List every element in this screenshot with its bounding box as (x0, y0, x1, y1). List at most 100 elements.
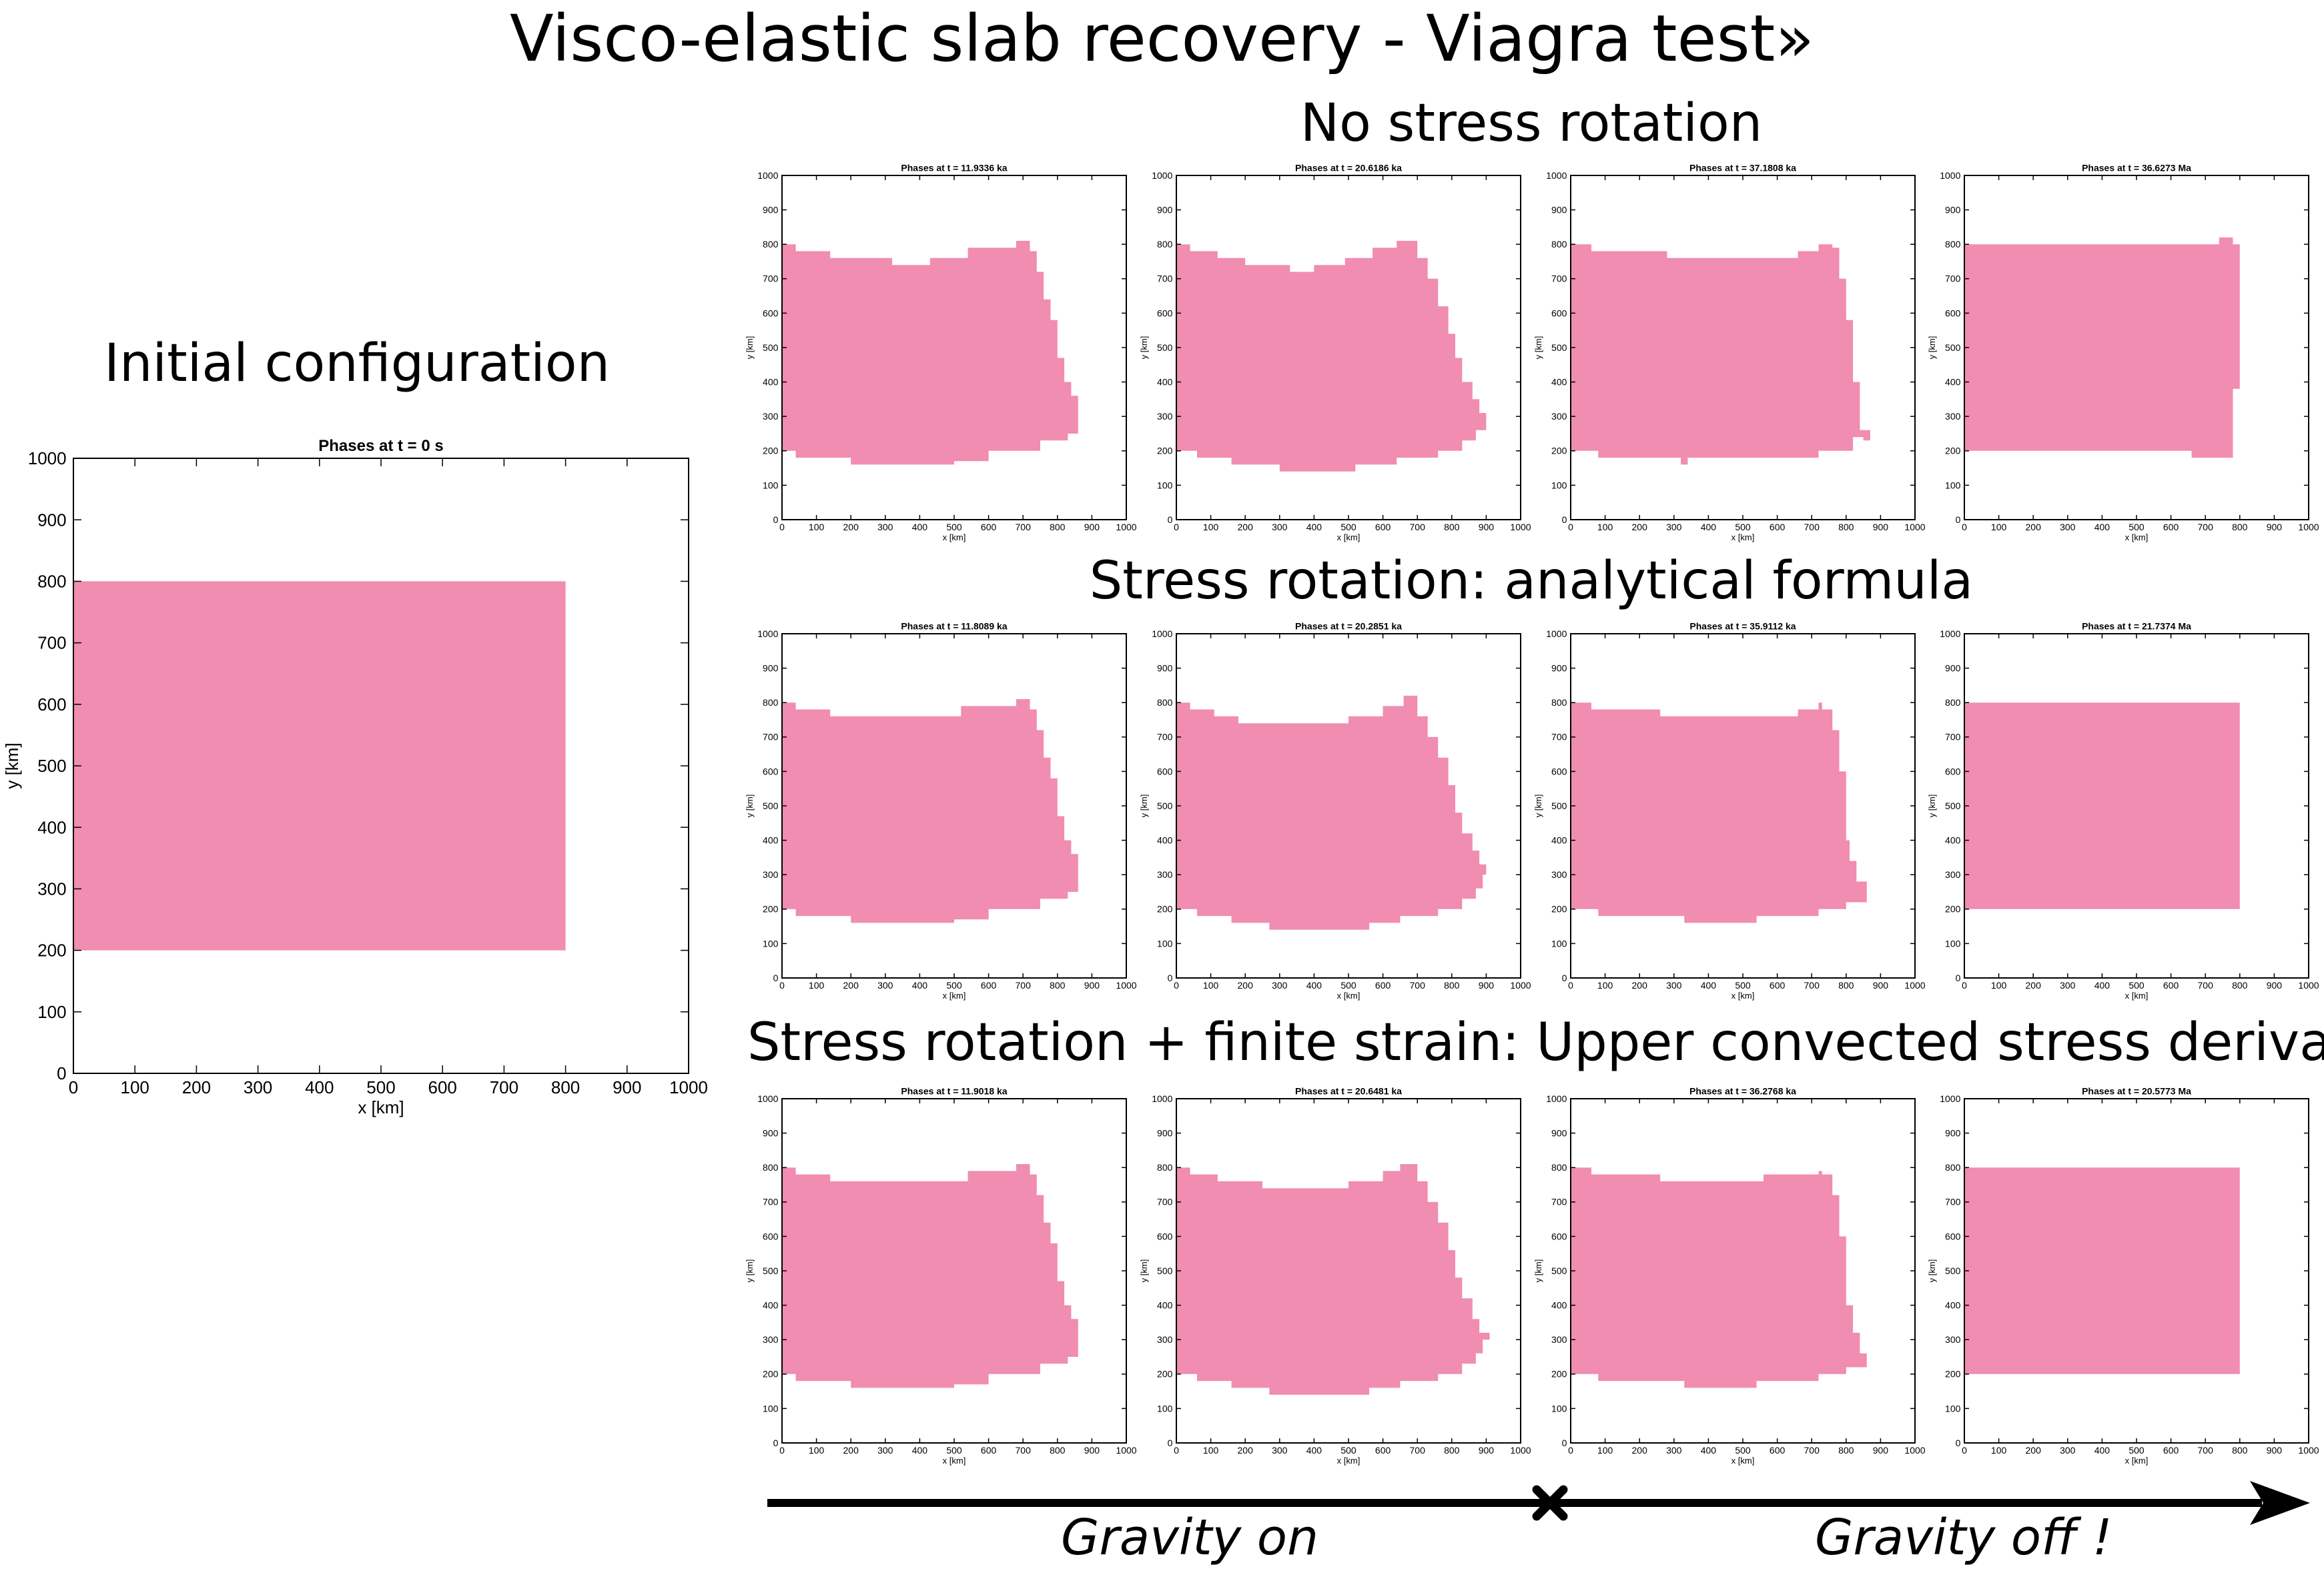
x-tick-label: 100 (121, 1077, 149, 1097)
y-axis-label: y [km] (1927, 795, 1937, 818)
y-tick-label: 300 (1945, 869, 1961, 880)
x-tick-label: 700 (490, 1077, 518, 1097)
row-heading-1: No stress rotation (1300, 93, 1763, 153)
x-tick-label: 1000 (1904, 522, 1925, 532)
x-tick-label: 1000 (1510, 980, 1531, 991)
x-tick-label: 0 (1962, 1445, 1967, 1456)
x-tick-label: 800 (2232, 980, 2248, 991)
y-tick-label: 100 (1157, 938, 1173, 949)
x-tick-label: 700 (1016, 1445, 1032, 1456)
phase-region (782, 699, 1078, 923)
y-tick-label: 600 (1157, 766, 1173, 776)
y-tick-label: 600 (763, 1231, 779, 1241)
x-tick-label: 200 (843, 522, 859, 532)
x-tick-label: 100 (1991, 980, 2007, 991)
y-tick-label: 0 (1956, 1438, 1961, 1448)
y-tick-label: 500 (1551, 801, 1567, 811)
y-tick-label: 300 (1945, 411, 1961, 422)
x-tick-label: 0 (1568, 522, 1573, 532)
y-tick-label: 700 (1157, 274, 1173, 284)
x-tick-label: 200 (1632, 980, 1648, 991)
y-tick-label: 300 (1551, 411, 1567, 422)
y-tick-label: 1000 (1546, 170, 1567, 181)
x-tick-label: 400 (912, 1445, 928, 1456)
x-tick-label: 600 (1375, 1445, 1391, 1456)
y-tick-label: 700 (1551, 274, 1567, 284)
y-tick-label: 0 (1956, 514, 1961, 525)
x-tick-label: 700 (1410, 522, 1426, 532)
x-tick-label: 1000 (1510, 522, 1531, 532)
switch-cross-icon (1532, 1485, 1568, 1521)
y-tick-label: 600 (1157, 1231, 1173, 1241)
gravity-on-label: Gravity on (1061, 1509, 1318, 1566)
x-tick-label: 0 (1568, 1445, 1573, 1456)
plot-title: Phases at t = 0 s (318, 437, 443, 455)
x-tick-label: 300 (1272, 980, 1288, 991)
y-tick-label: 900 (763, 205, 779, 215)
x-axis-label: x [km] (2125, 1456, 2149, 1466)
x-tick-label: 600 (2163, 522, 2179, 532)
x-tick-label: 900 (613, 1077, 641, 1097)
x-tick-label: 600 (2163, 980, 2179, 991)
phase-region (1964, 1167, 2240, 1374)
x-tick-label: 0 (779, 522, 785, 532)
y-tick-label: 600 (1551, 308, 1567, 318)
y-tick-label: 900 (763, 663, 779, 674)
x-tick-label: 1000 (1116, 1445, 1136, 1456)
y-tick-label: 800 (763, 1162, 779, 1173)
y-tick-label: 300 (1157, 411, 1173, 422)
y-tick-label: 900 (1945, 205, 1961, 215)
y-axis-label: y [km] (1139, 795, 1149, 818)
y-axis-label: y [km] (745, 1259, 755, 1283)
y-tick-label: 900 (1945, 1128, 1961, 1139)
y-tick-label: 500 (1157, 801, 1173, 811)
x-tick-label: 500 (1340, 522, 1357, 532)
x-tick-label: 800 (1838, 980, 1854, 991)
y-tick-label: 100 (763, 938, 779, 949)
phase-region (1964, 702, 2240, 909)
y-tick-label: 200 (1945, 446, 1961, 456)
plot-title: Phases at t = 20.6186 ka (1295, 163, 1402, 173)
x-tick-label: 0 (1174, 1445, 1179, 1456)
y-tick-label: 1000 (1152, 170, 1172, 181)
y-tick-label: 100 (1551, 1403, 1567, 1414)
x-tick-label: 0 (779, 980, 785, 991)
x-tick-label: 500 (1735, 1445, 1751, 1456)
plot-title: Phases at t = 20.2851 ka (1295, 621, 1402, 632)
y-tick-label: 0 (773, 1438, 779, 1448)
x-tick-label: 600 (1770, 1445, 1786, 1456)
x-tick-label: 800 (1444, 980, 1460, 991)
y-tick-label: 100 (763, 1403, 779, 1414)
y-tick-label: 100 (1945, 1403, 1961, 1414)
x-tick-label: 400 (1306, 980, 1322, 991)
y-tick-label: 500 (1157, 342, 1173, 353)
y-tick-label: 700 (37, 633, 66, 653)
x-axis-label: x [km] (943, 991, 966, 1001)
plot-title: Phases at t = 20.6481 ka (1295, 1086, 1402, 1097)
x-tick-label: 700 (1410, 980, 1426, 991)
x-tick-label: 1000 (2298, 522, 2319, 532)
x-tick-label: 500 (946, 980, 962, 991)
x-tick-label: 600 (981, 980, 997, 991)
y-axis-label: y [km] (1927, 336, 1937, 360)
y-tick-label: 700 (763, 1197, 779, 1207)
y-tick-label: 200 (1945, 904, 1961, 915)
x-tick-label: 100 (1991, 1445, 2007, 1456)
y-tick-label: 400 (763, 1300, 779, 1311)
x-tick-label: 700 (1804, 522, 1820, 532)
y-tick-label: 800 (1157, 1162, 1173, 1173)
x-tick-label: 300 (2060, 980, 2076, 991)
x-tick-label: 300 (877, 980, 893, 991)
y-tick-label: 800 (1157, 239, 1173, 249)
plot-title: Phases at t = 36.6273 Ma (2082, 163, 2191, 173)
y-tick-label: 0 (1562, 514, 1567, 525)
y-tick-label: 1000 (1940, 170, 1960, 181)
x-tick-label: 400 (912, 980, 928, 991)
plot-r2c3: 0 100 200 300 400 500 600 700 800 900 1000 0 100 200 3… (1533, 621, 1926, 1001)
x-tick-label: 200 (1632, 1445, 1648, 1456)
x-tick-label: 500 (946, 1445, 962, 1456)
y-tick-label: 300 (1157, 869, 1173, 880)
y-tick-label: 500 (1945, 801, 1961, 811)
x-tick-label: 200 (843, 980, 859, 991)
plot-r2c1: 0 100 200 300 400 500 600 700 800 900 1000 0 100 200 3… (745, 621, 1137, 1001)
